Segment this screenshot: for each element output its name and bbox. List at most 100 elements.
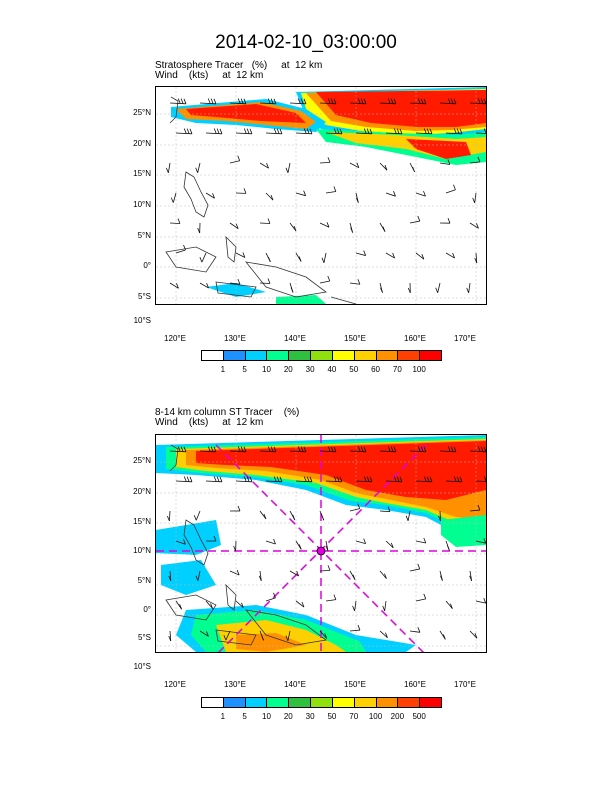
wind-barb-flag	[270, 446, 274, 452]
wind-barb-flag	[474, 633, 478, 639]
wind-barb-flag	[412, 166, 415, 173]
colorbar-label: 200	[390, 712, 405, 721]
wind-barb-flag	[183, 476, 187, 482]
colorbar-swatch	[266, 697, 290, 708]
wind-barb-flag	[267, 98, 271, 104]
wind-barb-flag	[258, 575, 262, 582]
top-tracer-field	[171, 87, 486, 304]
wind-barb-flag	[423, 537, 427, 544]
wind-barb-flag	[333, 186, 337, 192]
bottom-lat-20n: 20°N	[133, 487, 151, 496]
wind-barb-flag	[183, 539, 186, 545]
wind-barb-flag	[387, 506, 391, 512]
wind-barb-flag	[474, 257, 478, 264]
wind-barb-flag	[396, 128, 400, 134]
wind-barb	[407, 510, 411, 521]
wind-barb	[409, 450, 427, 453]
wind-barb	[349, 102, 367, 105]
wind-barb	[415, 252, 425, 260]
wind-barb-flag	[352, 574, 356, 580]
wind-barb-flag	[240, 446, 244, 452]
wind-barb	[197, 162, 201, 173]
top-lon-120e: 120°E	[164, 334, 186, 343]
wind-barb-flag	[327, 157, 331, 163]
wind-barb-flag	[207, 98, 211, 104]
wind-barb-flag	[183, 98, 187, 104]
wind-barb	[229, 570, 240, 576]
bottom-lat-10n: 10°N	[133, 546, 151, 555]
wind-barb	[409, 630, 420, 633]
wind-barb-flag	[213, 98, 217, 104]
wind-barb-flag	[237, 98, 241, 104]
wind-barb-flag	[453, 446, 457, 452]
wind-barb	[475, 480, 486, 482]
wind-barb-flag	[480, 98, 484, 104]
wind-barb-flag	[303, 446, 307, 452]
colorbar-label: 100	[368, 712, 383, 721]
colorbar-swatch	[331, 697, 355, 708]
wind-barb	[175, 249, 186, 254]
wind-barb-flag	[352, 605, 355, 612]
bottom-lon-120e: 120°E	[164, 680, 186, 689]
wind-barb-flag	[235, 223, 239, 229]
bottom-lat-5s: 5°S	[138, 633, 151, 642]
wind-barb	[355, 252, 366, 256]
wind-barb	[295, 600, 305, 608]
wind-barb-flag	[267, 446, 271, 452]
colorbar-label: 5	[242, 712, 247, 721]
wind-barb-flag	[440, 575, 443, 581]
wind-barb-flag	[249, 476, 253, 482]
wind-barb	[385, 480, 403, 483]
wind-barb	[323, 252, 327, 263]
bottom-lon-140e: 140°E	[284, 680, 306, 689]
wind-barb	[385, 132, 403, 135]
main-title: 2014-02-10_03:00:00	[215, 32, 397, 53]
wind-barb-flag	[483, 98, 486, 104]
wind-barb-flag	[366, 128, 370, 134]
wind-barb	[439, 162, 450, 165]
wind-barb	[355, 480, 373, 483]
bottom-tracer-field	[156, 435, 486, 652]
wind-barb-flag	[268, 256, 271, 263]
wind-barb-flag	[321, 515, 325, 521]
wind-barb-flag	[213, 128, 217, 134]
wind-barb	[205, 132, 222, 135]
wind-barb-flag	[273, 538, 276, 545]
wind-barb-flag	[183, 128, 187, 134]
wind-barb-flag	[195, 575, 199, 581]
wind-barb-flag	[246, 476, 250, 482]
wind-barb-flag	[210, 603, 213, 609]
bottom-coastlines	[165, 444, 327, 646]
wind-barb-flag	[212, 193, 215, 199]
colorbar-label: 70	[392, 365, 402, 374]
wind-barb	[205, 480, 222, 483]
wind-barb	[445, 252, 455, 259]
colorbar-swatch	[288, 697, 312, 708]
wind-barb-flag	[168, 635, 172, 642]
wind-barb-flag	[183, 446, 187, 452]
colorbar-swatch	[310, 350, 333, 361]
bottom-lat-0: 0°	[143, 605, 151, 614]
wind-barb-flag	[469, 575, 473, 582]
wind-barb-flag	[393, 98, 397, 104]
wind-barb-flag	[309, 476, 313, 482]
wind-barb	[384, 600, 387, 611]
wind-barb-flag	[189, 128, 193, 134]
wind-barb-flag	[423, 128, 427, 134]
wind-barb-flag	[447, 446, 451, 452]
wind-barb-flag	[456, 476, 460, 482]
wind-barb-flag	[213, 446, 217, 452]
wind-barb-flag	[390, 446, 394, 452]
wind-barb-flag	[405, 515, 409, 521]
wind-barb-flag	[390, 98, 394, 104]
wind-barb-flag	[327, 446, 331, 452]
wind-barb	[469, 161, 480, 164]
wind-barb-flag	[387, 446, 391, 452]
wind-barb-flag	[273, 476, 277, 482]
wind-barb-flag	[393, 128, 397, 134]
bottom-marker-lines	[156, 435, 486, 652]
wind-barb-flag	[210, 446, 214, 452]
wind-barb-flag	[273, 128, 277, 134]
wind-barb-flag	[189, 476, 193, 482]
wind-barb-flag	[333, 446, 337, 452]
